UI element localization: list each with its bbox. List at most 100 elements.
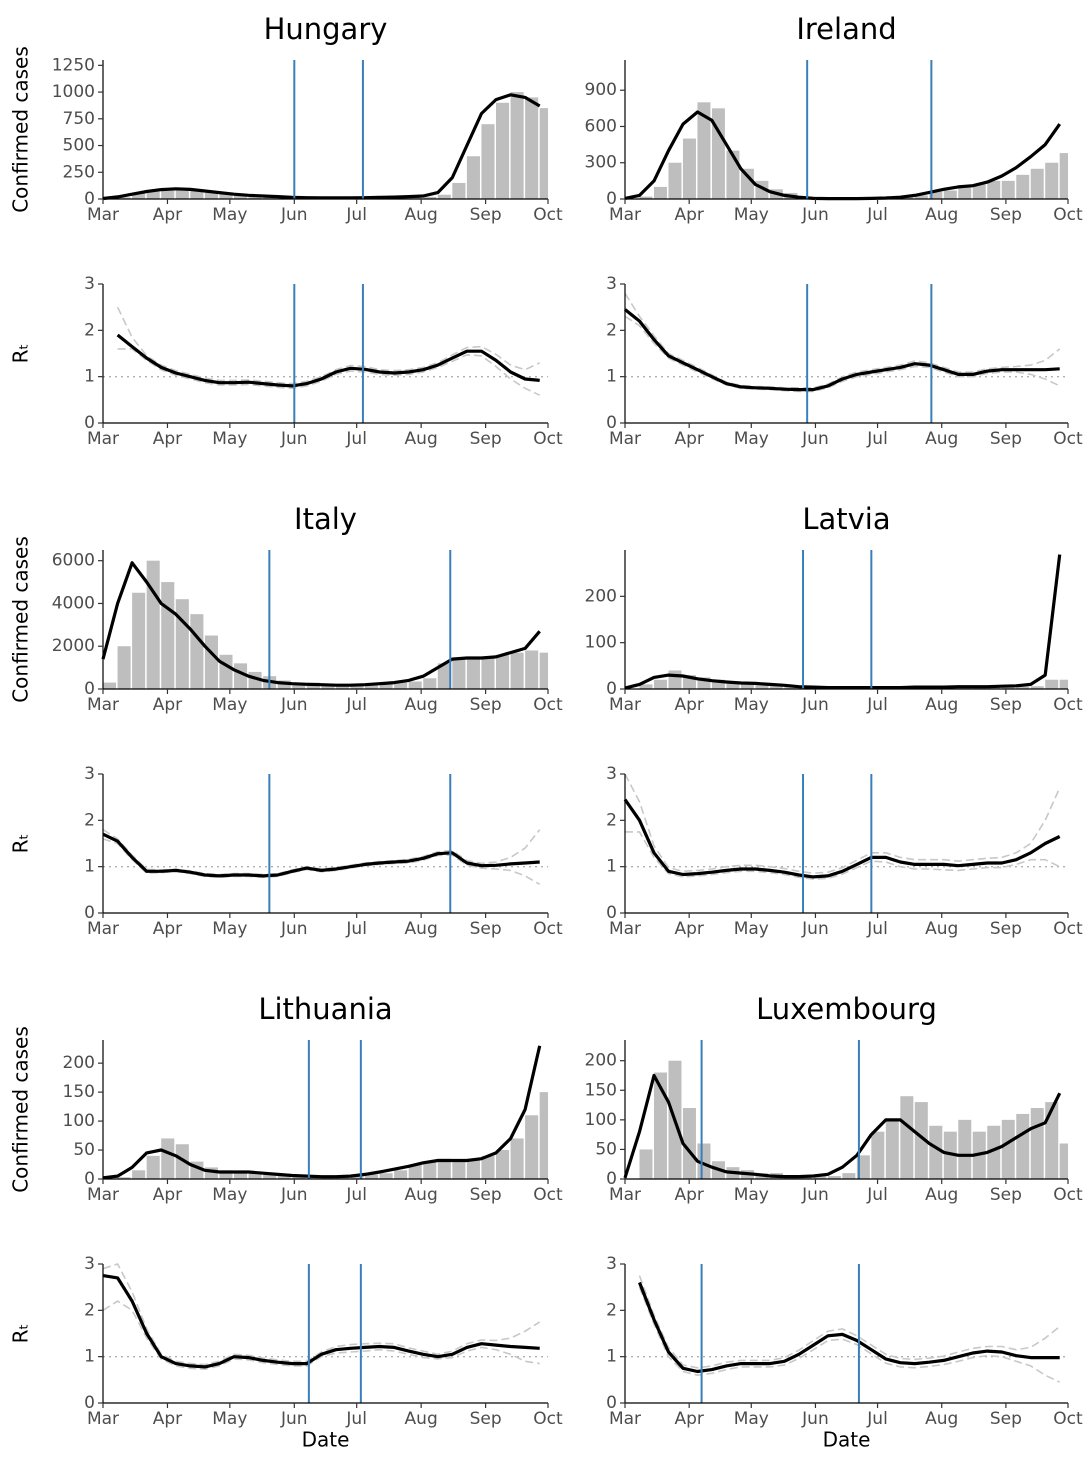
x-tick-label: Mar xyxy=(609,1185,641,1205)
x-tick-label: Sep xyxy=(470,205,502,225)
x-tick-label: Aug xyxy=(925,919,958,939)
x-tick-label: Apr xyxy=(153,695,182,715)
bar xyxy=(263,1173,277,1179)
bar xyxy=(452,182,466,199)
bar xyxy=(219,654,233,689)
bar xyxy=(1030,168,1044,199)
x-tick-label: Oct xyxy=(533,919,563,939)
y-tick-label: 0 xyxy=(606,679,617,699)
bar xyxy=(248,195,262,199)
x-axis-label: Date xyxy=(302,1428,350,1452)
trend-line xyxy=(116,333,540,388)
bar xyxy=(510,652,524,689)
bar xyxy=(248,1173,262,1179)
bar xyxy=(1045,679,1059,689)
bar xyxy=(1016,174,1030,199)
bar xyxy=(842,1173,856,1179)
x-tick-label: Jun xyxy=(280,919,308,939)
x-tick-label: Jul xyxy=(866,205,888,225)
bar xyxy=(1001,180,1015,199)
bar xyxy=(117,1177,131,1179)
y-tick-label: 2 xyxy=(84,1300,95,1320)
y-tick-label: 500 xyxy=(63,136,95,156)
bar xyxy=(423,678,437,689)
bar xyxy=(987,180,1001,199)
bar xyxy=(132,1170,146,1179)
x-tick-label: Mar xyxy=(87,919,119,939)
bar xyxy=(365,1174,379,1179)
x-tick-label: Oct xyxy=(533,205,563,225)
y-tick-label: 750 xyxy=(63,109,95,129)
interval-line xyxy=(102,1300,540,1370)
bar xyxy=(466,1158,480,1179)
x-tick-label: May xyxy=(734,1185,769,1205)
y-tick-label: 150 xyxy=(585,1080,617,1100)
x-tick-label: Mar xyxy=(609,1409,641,1429)
interval-line xyxy=(625,831,1061,880)
x-tick-label: Mar xyxy=(87,695,119,715)
bar xyxy=(204,191,218,199)
x-tick-label: Aug xyxy=(925,1409,958,1429)
bar xyxy=(682,1108,696,1179)
interval-line xyxy=(624,292,1061,389)
panel-title: Ireland xyxy=(796,12,896,46)
x-tick-label: Jun xyxy=(280,205,308,225)
bar xyxy=(132,192,146,199)
bar xyxy=(190,614,204,689)
bar xyxy=(900,197,914,199)
y-tick-label: 0 xyxy=(84,1393,95,1413)
bar xyxy=(539,652,548,689)
bar xyxy=(161,189,175,199)
bar xyxy=(653,186,667,199)
bar xyxy=(697,102,711,199)
bar xyxy=(943,190,957,199)
x-tick-label: Jun xyxy=(801,1185,829,1205)
bar xyxy=(1030,1108,1044,1179)
x-tick-label: Apr xyxy=(674,429,703,449)
bar xyxy=(943,1131,957,1179)
trend-line xyxy=(624,554,1062,690)
bar xyxy=(972,184,986,199)
bar xyxy=(653,679,667,689)
x-tick-label: Oct xyxy=(533,695,563,715)
bar xyxy=(292,1176,306,1179)
bar xyxy=(146,191,160,199)
x-tick-label: May xyxy=(212,695,247,715)
bar xyxy=(481,124,495,199)
x-tick-label: May xyxy=(734,205,769,225)
interval-line xyxy=(624,773,1061,874)
trend-line xyxy=(101,561,541,687)
interval-line xyxy=(638,1275,1061,1369)
x-tick-label: Jul xyxy=(345,695,367,715)
bar xyxy=(103,682,117,689)
x-tick-label: Mar xyxy=(609,919,641,939)
bar xyxy=(784,686,798,689)
bar xyxy=(929,191,943,199)
x-tick-label: Jul xyxy=(866,1409,888,1429)
y-tick-label: 0 xyxy=(606,1169,617,1189)
interval-line xyxy=(638,1286,1061,1383)
x-tick-label: Sep xyxy=(990,205,1022,225)
y-tick-label: 100 xyxy=(585,633,617,653)
bar xyxy=(365,684,379,689)
x-tick-label: Aug xyxy=(405,1409,438,1429)
y-tick-label: 2000 xyxy=(52,636,95,656)
bar xyxy=(496,1150,510,1179)
bar xyxy=(146,1155,160,1179)
x-tick-label: Jul xyxy=(345,205,367,225)
x-tick-label: Sep xyxy=(470,1185,502,1205)
bar xyxy=(1059,1143,1068,1179)
interval-line xyxy=(116,306,541,385)
bar xyxy=(871,1131,885,1179)
x-tick-label: Oct xyxy=(1053,429,1083,449)
bar xyxy=(1001,687,1015,689)
y-axis-label: Confirmed cases xyxy=(9,46,33,213)
bar xyxy=(639,684,653,689)
y-tick-label: 200 xyxy=(585,1051,617,1071)
bar xyxy=(379,1173,393,1179)
y-axis-label: Rₜ xyxy=(9,834,33,854)
x-tick-label: Apr xyxy=(674,205,703,225)
x-tick-label: Jul xyxy=(866,1185,888,1205)
y-tick-label: 200 xyxy=(63,1053,95,1073)
x-tick-label: Sep xyxy=(990,695,1022,715)
